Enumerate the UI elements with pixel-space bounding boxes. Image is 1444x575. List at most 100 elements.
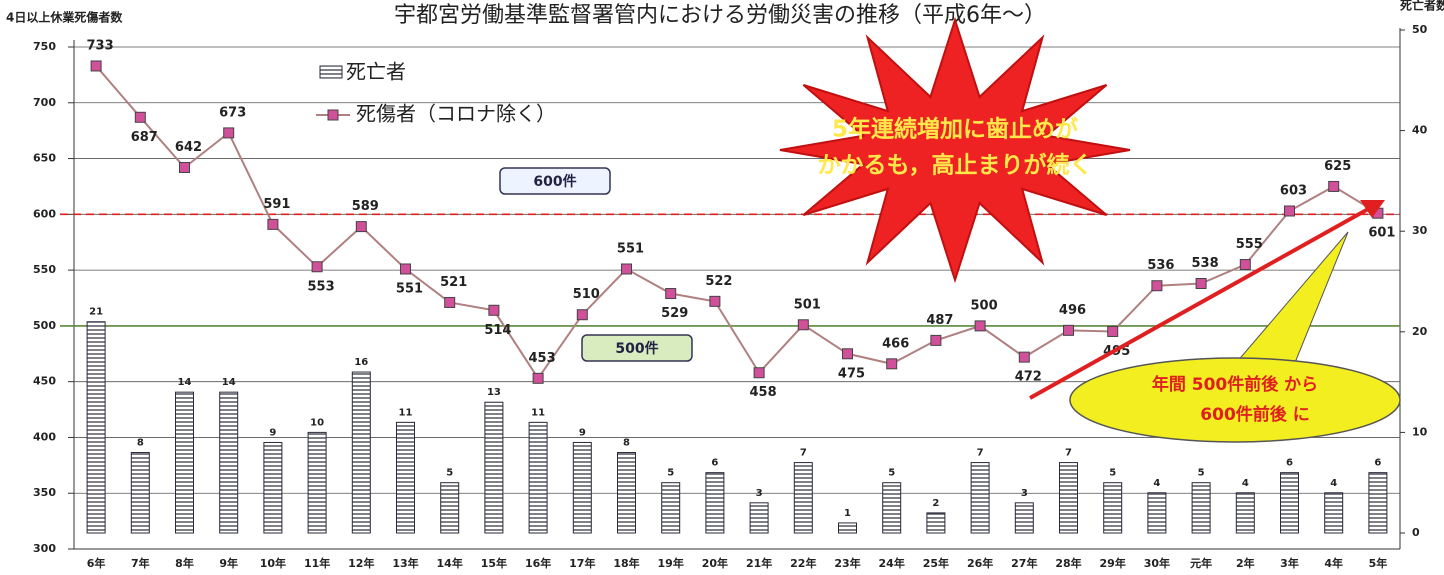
x-tick-label: 20年 [702, 556, 728, 570]
bar-value-label: 9 [579, 427, 586, 438]
line-value-label: 487 [926, 313, 953, 328]
annotation: 年間 500件前後 から [1152, 374, 1318, 395]
bar [1369, 473, 1387, 533]
annotation: かかるも，高止まりが続く [817, 152, 1092, 179]
line-value-label: 673 [219, 105, 246, 120]
bar [131, 453, 149, 533]
y-tick-label: 350 [33, 486, 56, 499]
line-value-label: 458 [750, 385, 777, 400]
line-marker [1019, 352, 1029, 362]
line-value-label: 501 [794, 297, 821, 312]
line-marker [91, 61, 101, 71]
line-marker [843, 349, 853, 359]
x-tick-label: 16年 [525, 556, 551, 570]
x-tick-label: 24年 [879, 556, 905, 570]
line-marker [533, 373, 543, 383]
line-marker [224, 128, 234, 138]
bar-value-label: 5 [888, 468, 895, 479]
line-marker [975, 321, 985, 331]
line-value-label: 500 [971, 298, 998, 313]
bar [87, 322, 105, 533]
x-tick-label: 元年 [1190, 556, 1212, 570]
bar [352, 372, 370, 533]
y2-tick-label: 0 [1412, 526, 1420, 539]
bar-value-label: 8 [137, 438, 144, 449]
y-tick-label: 700 [33, 96, 56, 109]
line-value-label: 601 [1368, 226, 1395, 241]
y-tick-label: 500 [33, 319, 56, 332]
bar-value-label: 9 [269, 427, 276, 438]
x-tick-label: 30年 [1144, 556, 1170, 570]
y2-tick-label: 40 [1412, 124, 1428, 137]
callout [1070, 358, 1400, 442]
bar [1192, 483, 1210, 533]
legend-label: 死亡者 [346, 60, 406, 84]
line-value-label: 529 [661, 306, 688, 321]
bar [485, 402, 503, 533]
bar-value-label: 2 [932, 498, 939, 509]
line-marker [401, 264, 411, 274]
bar-value-label: 10 [310, 417, 324, 428]
line-value-label: 510 [573, 287, 600, 302]
y-axis-label: 4日以上休業死傷者数 [6, 10, 123, 25]
legend-label: 死傷者（コロナ除く） [356, 102, 556, 126]
x-tick-label: 28年 [1055, 556, 1081, 570]
line-marker [577, 310, 587, 320]
bar-value-label: 4 [1330, 478, 1337, 489]
bar-value-label: 11 [399, 407, 413, 418]
line-value-label: 521 [440, 275, 467, 290]
bar-value-label: 11 [531, 407, 545, 418]
y-tick-label: 600 [33, 207, 56, 220]
y-tick-label: 300 [33, 542, 56, 555]
x-tick-label: 7年 [131, 556, 150, 570]
x-tick-label: 10年 [260, 556, 286, 570]
x-tick-label: 11年 [304, 556, 330, 570]
bar-value-label: 7 [977, 448, 984, 459]
y-tick-label: 450 [33, 375, 56, 388]
x-tick-label: 19年 [658, 556, 684, 570]
bar-value-label: 6 [1374, 458, 1381, 469]
y-tick-label: 750 [33, 40, 56, 53]
bar-value-label: 4 [1242, 478, 1249, 489]
line-marker [1152, 281, 1162, 291]
x-tick-label: 22年 [790, 556, 816, 570]
bar [794, 463, 812, 533]
line-marker [268, 219, 278, 229]
chart: 宇都宮労働基準監督署管内における労働災害の推移（平成6年～） 4日以上休業死傷者… [0, 0, 1444, 575]
y-tick-label: 550 [33, 263, 56, 276]
bar-value-label: 8 [623, 438, 630, 449]
bar-value-label: 13 [487, 387, 501, 398]
y2-tick-label: 30 [1412, 224, 1428, 237]
x-tick-label: 5年 [1369, 556, 1388, 570]
line-marker [135, 112, 145, 122]
annotation: 600件前後 に [1200, 404, 1309, 425]
bar-value-label: 16 [354, 357, 368, 368]
line-value-label: 514 [484, 323, 511, 338]
line-value-label: 538 [1192, 256, 1219, 271]
bar-value-label: 21 [89, 307, 103, 318]
line-marker [710, 296, 720, 306]
bar [1015, 503, 1033, 533]
line-marker [1240, 260, 1250, 270]
bar-value-label: 14 [222, 377, 236, 388]
bar [839, 523, 857, 533]
line-value-label: 472 [1015, 370, 1042, 385]
y2-axis-label: 死亡者数 [1400, 0, 1444, 13]
bar-value-label: 5 [446, 468, 453, 479]
starburst [780, 20, 1130, 280]
line-value-label: 522 [705, 274, 732, 289]
bar-value-label: 1 [844, 508, 851, 519]
line-marker [180, 162, 190, 172]
line-marker [754, 368, 764, 378]
line-value-label: 687 [131, 130, 158, 145]
x-tick-label: 2年 [1236, 556, 1255, 570]
line-marker [312, 262, 322, 272]
bar-value-label: 3 [756, 488, 763, 499]
x-tick-label: 18年 [613, 556, 639, 570]
reference-label: 600件 [533, 173, 576, 190]
line-marker [445, 297, 455, 307]
line-marker [666, 289, 676, 299]
line-marker [1108, 326, 1118, 336]
line-marker [887, 359, 897, 369]
line-value-label: 555 [1236, 237, 1263, 252]
